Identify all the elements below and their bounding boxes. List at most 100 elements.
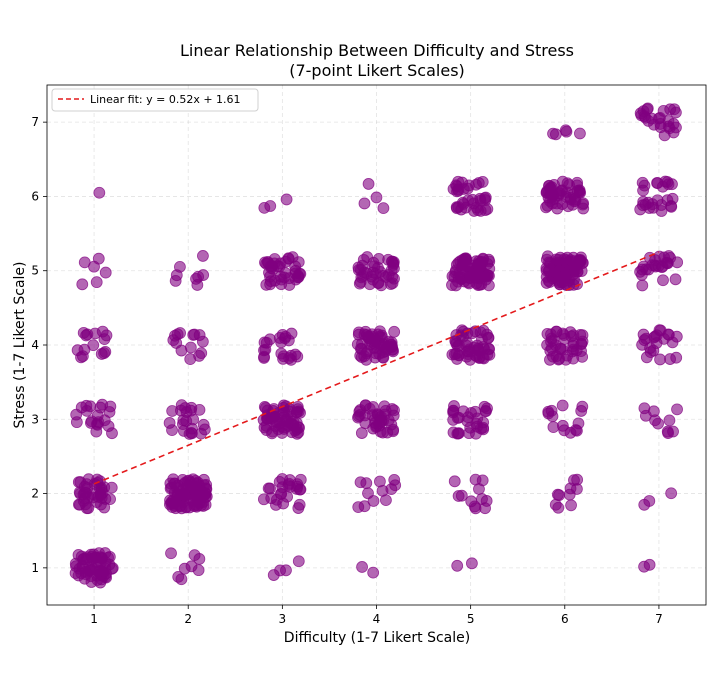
- data-point: [279, 267, 292, 279]
- data-point: [544, 344, 557, 357]
- data-point: [86, 491, 99, 504]
- y-tick-label: 5: [31, 264, 39, 278]
- data-point: [636, 279, 649, 292]
- data-point: [552, 501, 565, 514]
- data-point: [196, 335, 209, 348]
- data-point: [84, 417, 97, 429]
- data-point: [197, 418, 210, 431]
- data-point: [363, 278, 376, 291]
- data-point: [661, 194, 674, 207]
- data-point: [481, 402, 493, 415]
- data-point: [360, 477, 373, 490]
- data-point: [556, 327, 569, 340]
- data-point: [540, 201, 552, 214]
- chart-title-line2: (7-point Likert Scales): [289, 61, 465, 80]
- legend-box: [51, 88, 259, 112]
- data-point: [275, 487, 287, 500]
- data-point: [476, 333, 488, 346]
- data-point: [453, 266, 466, 279]
- y-tick-label: 4: [31, 338, 39, 352]
- data-point: [267, 569, 280, 581]
- data-point: [265, 492, 278, 505]
- data-point: [551, 202, 564, 215]
- data-point: [189, 474, 202, 487]
- data-point: [452, 490, 465, 502]
- data-point: [190, 272, 202, 285]
- data-point: [70, 408, 83, 421]
- data-point: [367, 566, 380, 579]
- x-tick-label: 3: [279, 612, 287, 626]
- legend-fit-label: Linear fit: y = 0.52x + 1.61: [90, 93, 241, 106]
- y-tick-label: 1: [31, 561, 39, 575]
- data-point: [88, 260, 100, 273]
- x-axis-ticks: 1 2 3 4 5 6 7: [90, 605, 663, 626]
- data-point: [388, 474, 401, 486]
- data-point: [262, 257, 275, 269]
- data-point: [472, 177, 485, 189]
- data-point: [352, 501, 365, 514]
- data-point: [547, 127, 559, 140]
- data-point: [262, 482, 275, 495]
- data-point: [99, 266, 112, 279]
- data-point: [358, 350, 371, 363]
- data-point: [172, 570, 185, 583]
- data-point: [478, 192, 491, 205]
- data-point: [461, 182, 474, 195]
- chart-title-line1: Linear Relationship Between Difficulty a…: [180, 41, 574, 60]
- data-point: [638, 402, 651, 415]
- data-point: [277, 497, 290, 510]
- data-point: [656, 260, 669, 273]
- y-axis-label: Stress (1-7 Likert Scale): [12, 262, 28, 429]
- data-point: [643, 495, 656, 507]
- legend: Linear fit: y = 0.52x + 1.61: [51, 88, 259, 112]
- data-point: [71, 344, 84, 357]
- data-point: [380, 271, 392, 283]
- data-point: [653, 250, 666, 263]
- data-point: [290, 423, 303, 436]
- data-point: [78, 552, 90, 565]
- data-point: [367, 495, 380, 507]
- data-point: [193, 350, 206, 362]
- data-point: [642, 263, 655, 276]
- data-point: [567, 352, 580, 365]
- data-point: [81, 328, 94, 341]
- data-point: [98, 347, 110, 360]
- data-point: [259, 402, 272, 414]
- data-point: [370, 191, 383, 204]
- data-point: [95, 483, 108, 496]
- y-tick-label: 2: [31, 487, 39, 501]
- data-point: [663, 122, 676, 135]
- data-point: [452, 427, 465, 440]
- data-point: [480, 270, 493, 283]
- data-point: [386, 403, 398, 415]
- data-point: [382, 414, 395, 427]
- data-point: [545, 328, 557, 341]
- data-point: [69, 567, 82, 580]
- data-point: [280, 193, 293, 206]
- data-point: [575, 337, 588, 350]
- data-point: [178, 562, 191, 575]
- data-point: [381, 343, 394, 355]
- data-point: [264, 200, 277, 212]
- fit-line-layer: [93, 251, 660, 485]
- data-point: [577, 202, 590, 215]
- data-point: [450, 335, 462, 348]
- data-point: [464, 353, 477, 366]
- data-point: [451, 559, 464, 572]
- data-point: [665, 487, 678, 500]
- data-point: [576, 400, 589, 413]
- data-point: [285, 327, 298, 340]
- data-point: [565, 499, 577, 512]
- data-point: [574, 127, 586, 140]
- data-point: [98, 501, 111, 514]
- data-point: [465, 557, 478, 570]
- data-point: [651, 177, 664, 189]
- x-tick-label: 6: [561, 612, 569, 626]
- data-point: [360, 267, 373, 280]
- data-point: [180, 501, 192, 514]
- data-point: [547, 421, 560, 433]
- data-point: [545, 404, 558, 417]
- data-point: [76, 278, 89, 291]
- data-point: [456, 196, 469, 209]
- data-point: [652, 417, 664, 430]
